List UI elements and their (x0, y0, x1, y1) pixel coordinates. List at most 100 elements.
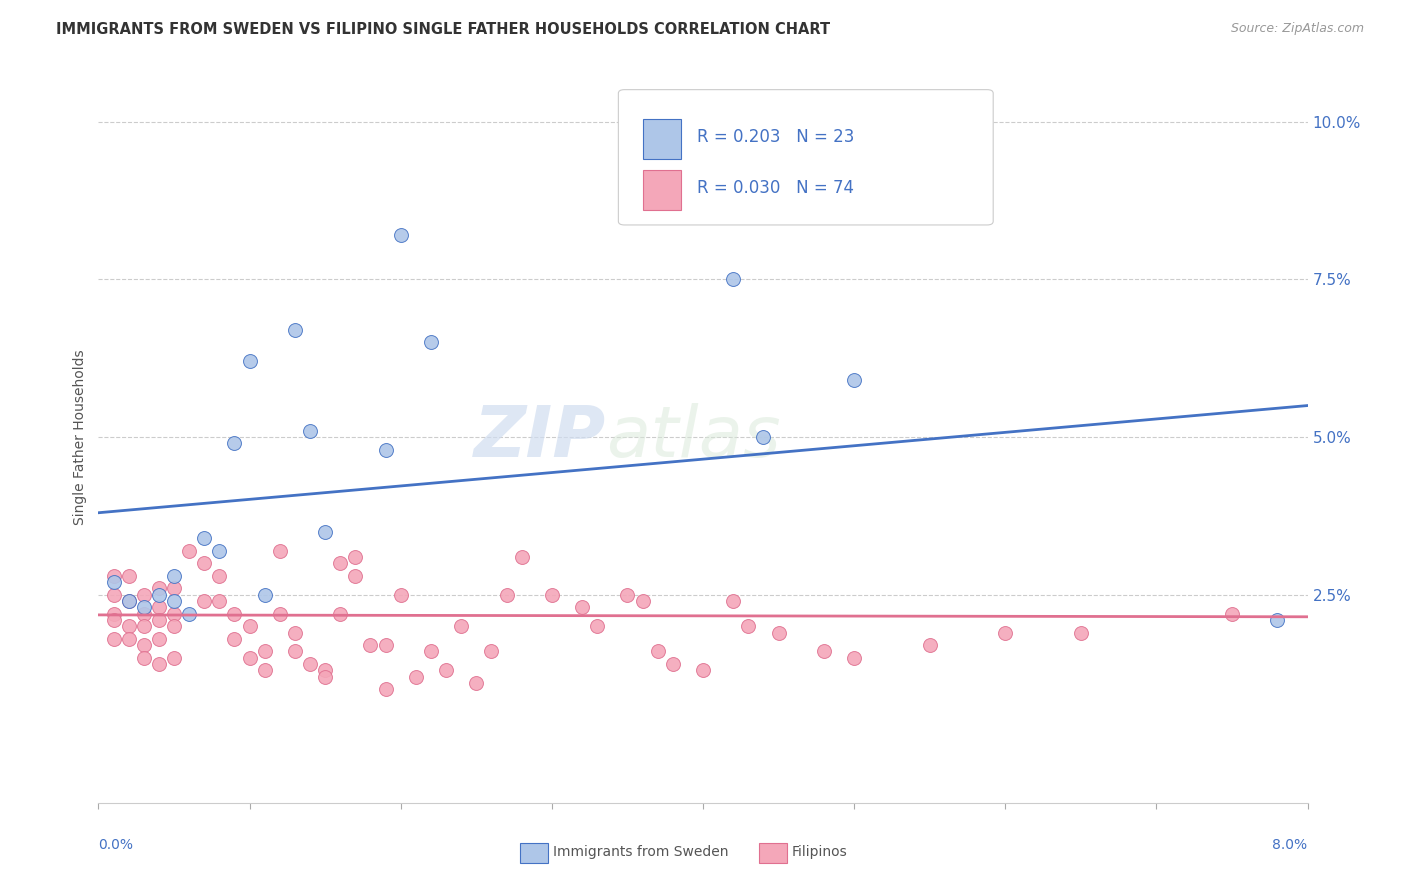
Point (405, 670, 427, 684)
Point (103, 575, 125, 590)
Point (314, 664, 336, 678)
Text: ZIP: ZIP (474, 402, 606, 472)
Point (193, 556, 215, 570)
Point (495, 588, 517, 602)
Point (239, 354, 262, 368)
Point (103, 588, 125, 602)
Text: Immigrants from Sweden: Immigrants from Sweden (553, 845, 728, 859)
Point (103, 632, 125, 646)
Point (253, 664, 276, 678)
Point (465, 676, 488, 690)
Point (768, 625, 790, 640)
Point (179, 607, 201, 621)
Point (239, 650, 262, 665)
Point (253, 588, 276, 602)
Point (163, 594, 186, 608)
Point (813, 644, 835, 658)
Point (420, 644, 443, 658)
Text: IMMIGRANTS FROM SWEDEN VS FILIPINO SINGLE FATHER HOUSEHOLDS CORRELATION CHART: IMMIGRANTS FROM SWEDEN VS FILIPINO SINGL… (56, 22, 831, 37)
Point (540, 588, 562, 602)
FancyBboxPatch shape (619, 90, 993, 225)
Point (344, 569, 367, 583)
Point (269, 543, 291, 558)
Point (314, 524, 336, 539)
Point (1070, 625, 1092, 640)
Point (374, 682, 396, 697)
Text: Source: ZipAtlas.com: Source: ZipAtlas.com (1230, 22, 1364, 36)
Point (132, 600, 155, 615)
Point (723, 594, 745, 608)
Point (193, 594, 215, 608)
Point (434, 664, 457, 678)
Point (616, 102, 638, 116)
Point (284, 625, 307, 640)
Point (148, 582, 170, 596)
Point (389, 588, 412, 602)
Point (269, 607, 291, 621)
Point (284, 323, 307, 337)
Point (631, 594, 654, 608)
Point (360, 638, 382, 652)
Point (148, 600, 170, 615)
Point (118, 594, 141, 608)
Point (132, 607, 155, 621)
Point (148, 588, 170, 602)
Point (239, 619, 262, 633)
Text: Filipinos: Filipinos (792, 845, 848, 859)
Point (253, 644, 276, 658)
Point (299, 424, 322, 438)
Point (571, 600, 593, 615)
Point (224, 436, 246, 450)
Text: 0.0%: 0.0% (98, 838, 134, 853)
Point (148, 613, 170, 627)
Point (118, 632, 141, 646)
Point (737, 619, 759, 633)
Point (661, 657, 683, 671)
FancyBboxPatch shape (643, 119, 682, 159)
Point (224, 632, 246, 646)
Point (208, 594, 231, 608)
Point (179, 543, 201, 558)
Point (103, 613, 125, 627)
Point (481, 644, 503, 658)
Point (284, 644, 307, 658)
Point (692, 664, 714, 678)
Point (163, 619, 186, 633)
Point (193, 531, 215, 545)
Text: atlas: atlas (606, 402, 780, 472)
Point (647, 644, 669, 658)
Point (224, 607, 246, 621)
Point (329, 607, 352, 621)
Point (510, 549, 533, 564)
Point (450, 619, 472, 633)
Point (314, 670, 336, 684)
Point (148, 657, 170, 671)
Point (132, 650, 155, 665)
Point (299, 657, 322, 671)
Point (844, 373, 866, 387)
Point (994, 625, 1017, 640)
Point (163, 607, 186, 621)
Point (752, 430, 775, 444)
Point (208, 569, 231, 583)
Point (723, 272, 745, 286)
Y-axis label: Single Father Households: Single Father Households (73, 350, 87, 524)
Point (118, 569, 141, 583)
Point (118, 594, 141, 608)
Point (918, 638, 941, 652)
Point (148, 632, 170, 646)
Point (1267, 613, 1289, 627)
Point (616, 588, 638, 602)
Point (374, 638, 396, 652)
Point (103, 569, 125, 583)
Point (389, 228, 412, 243)
Text: R = 0.203   N = 23: R = 0.203 N = 23 (697, 128, 855, 146)
Point (132, 588, 155, 602)
Point (163, 650, 186, 665)
Point (1220, 607, 1243, 621)
Point (329, 556, 352, 570)
Point (132, 619, 155, 633)
Point (163, 582, 186, 596)
Point (163, 569, 186, 583)
Text: R = 0.030   N = 74: R = 0.030 N = 74 (697, 179, 853, 197)
